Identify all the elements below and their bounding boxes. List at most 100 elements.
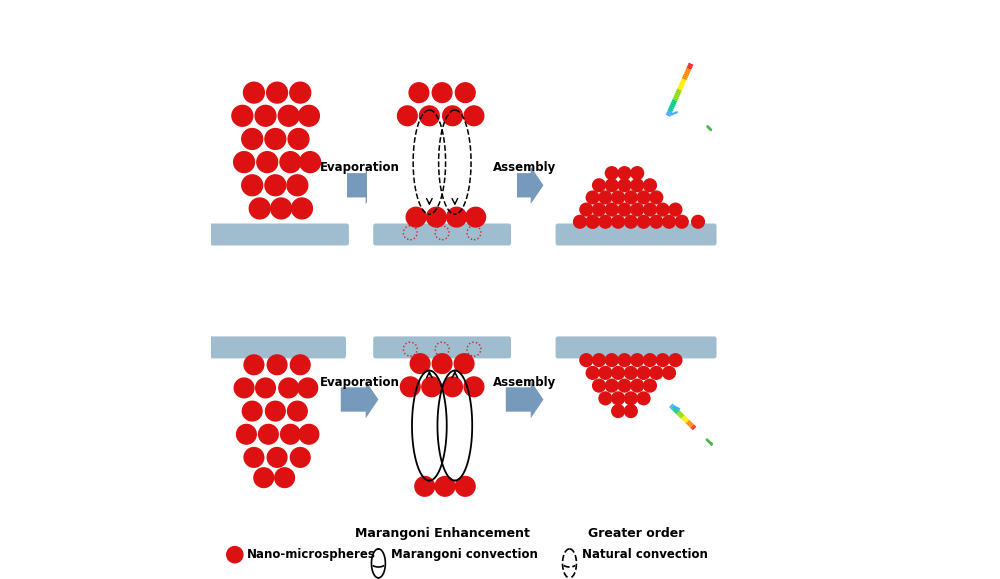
Circle shape [290, 82, 311, 103]
Circle shape [637, 392, 650, 405]
FancyBboxPatch shape [556, 336, 717, 358]
Circle shape [586, 367, 599, 379]
Circle shape [612, 215, 624, 228]
Circle shape [287, 175, 308, 196]
Circle shape [631, 203, 644, 216]
Circle shape [432, 83, 452, 102]
Bar [367, 0, 517, 339]
Circle shape [280, 152, 301, 173]
Circle shape [574, 215, 586, 228]
Circle shape [624, 215, 637, 228]
Circle shape [275, 468, 294, 488]
Ellipse shape [384, 67, 500, 246]
Circle shape [618, 203, 631, 216]
Circle shape [242, 129, 263, 149]
Circle shape [612, 392, 624, 405]
Circle shape [656, 354, 669, 367]
Circle shape [265, 129, 286, 149]
FancyBboxPatch shape [556, 223, 717, 245]
Circle shape [624, 191, 637, 204]
Text: Greater order: Greater order [588, 527, 684, 540]
Circle shape [586, 215, 599, 228]
Circle shape [631, 167, 644, 179]
Circle shape [675, 215, 688, 228]
Circle shape [415, 477, 435, 496]
FancyBboxPatch shape [208, 336, 346, 358]
Circle shape [234, 378, 254, 398]
Circle shape [599, 215, 612, 228]
Circle shape [466, 207, 486, 227]
Circle shape [605, 203, 618, 216]
Circle shape [256, 378, 275, 398]
Circle shape [644, 203, 656, 216]
Circle shape [593, 179, 605, 192]
Circle shape [650, 367, 663, 379]
Circle shape [406, 207, 426, 227]
Circle shape [300, 152, 321, 173]
Circle shape [254, 468, 274, 488]
Circle shape [267, 355, 287, 375]
Text: Evaporation: Evaporation [320, 376, 400, 389]
Circle shape [631, 379, 644, 392]
Ellipse shape [384, 337, 500, 526]
Circle shape [612, 191, 624, 204]
FancyArrow shape [506, 381, 543, 418]
Circle shape [624, 405, 637, 417]
Circle shape [288, 401, 307, 421]
Circle shape [605, 179, 618, 192]
Text: Nano-microspheres: Nano-microspheres [246, 548, 375, 561]
Circle shape [669, 203, 682, 216]
Circle shape [257, 152, 278, 173]
Circle shape [663, 215, 675, 228]
Circle shape [299, 424, 319, 444]
Circle shape [455, 83, 475, 102]
Circle shape [644, 379, 656, 392]
Circle shape [279, 378, 299, 398]
Circle shape [265, 175, 286, 196]
Circle shape [227, 547, 243, 563]
Circle shape [398, 106, 417, 126]
Circle shape [422, 377, 442, 397]
Circle shape [663, 367, 675, 379]
Circle shape [426, 207, 446, 227]
Circle shape [244, 82, 264, 103]
Text: Marangoni convection: Marangoni convection [391, 548, 538, 561]
Circle shape [455, 477, 475, 496]
Circle shape [298, 378, 318, 398]
Circle shape [605, 354, 618, 367]
Circle shape [637, 215, 650, 228]
Circle shape [650, 191, 663, 204]
Circle shape [464, 106, 484, 126]
Circle shape [464, 377, 484, 397]
Bar [208, 243, 347, 579]
Circle shape [593, 354, 605, 367]
Circle shape [593, 379, 605, 392]
Bar [370, 243, 514, 579]
Circle shape [631, 179, 644, 192]
Circle shape [656, 203, 669, 216]
Circle shape [644, 354, 656, 367]
Text: Marangoni Enhancement: Marangoni Enhancement [355, 527, 530, 540]
Circle shape [244, 448, 264, 467]
Circle shape [624, 392, 637, 405]
Text: Natural convection: Natural convection [582, 548, 708, 561]
Circle shape [237, 424, 256, 444]
Circle shape [409, 83, 429, 102]
Circle shape [249, 198, 270, 219]
Circle shape [420, 106, 439, 126]
FancyArrow shape [341, 167, 378, 204]
Circle shape [692, 215, 704, 228]
FancyArrow shape [506, 167, 543, 204]
Circle shape [244, 355, 264, 375]
Circle shape [612, 405, 624, 417]
Circle shape [288, 129, 309, 149]
Circle shape [618, 379, 631, 392]
Circle shape [267, 82, 288, 103]
Circle shape [292, 198, 312, 219]
Circle shape [400, 377, 420, 397]
Circle shape [290, 355, 310, 375]
Circle shape [454, 354, 474, 373]
Circle shape [234, 152, 255, 173]
Circle shape [266, 401, 285, 421]
Circle shape [644, 179, 656, 192]
